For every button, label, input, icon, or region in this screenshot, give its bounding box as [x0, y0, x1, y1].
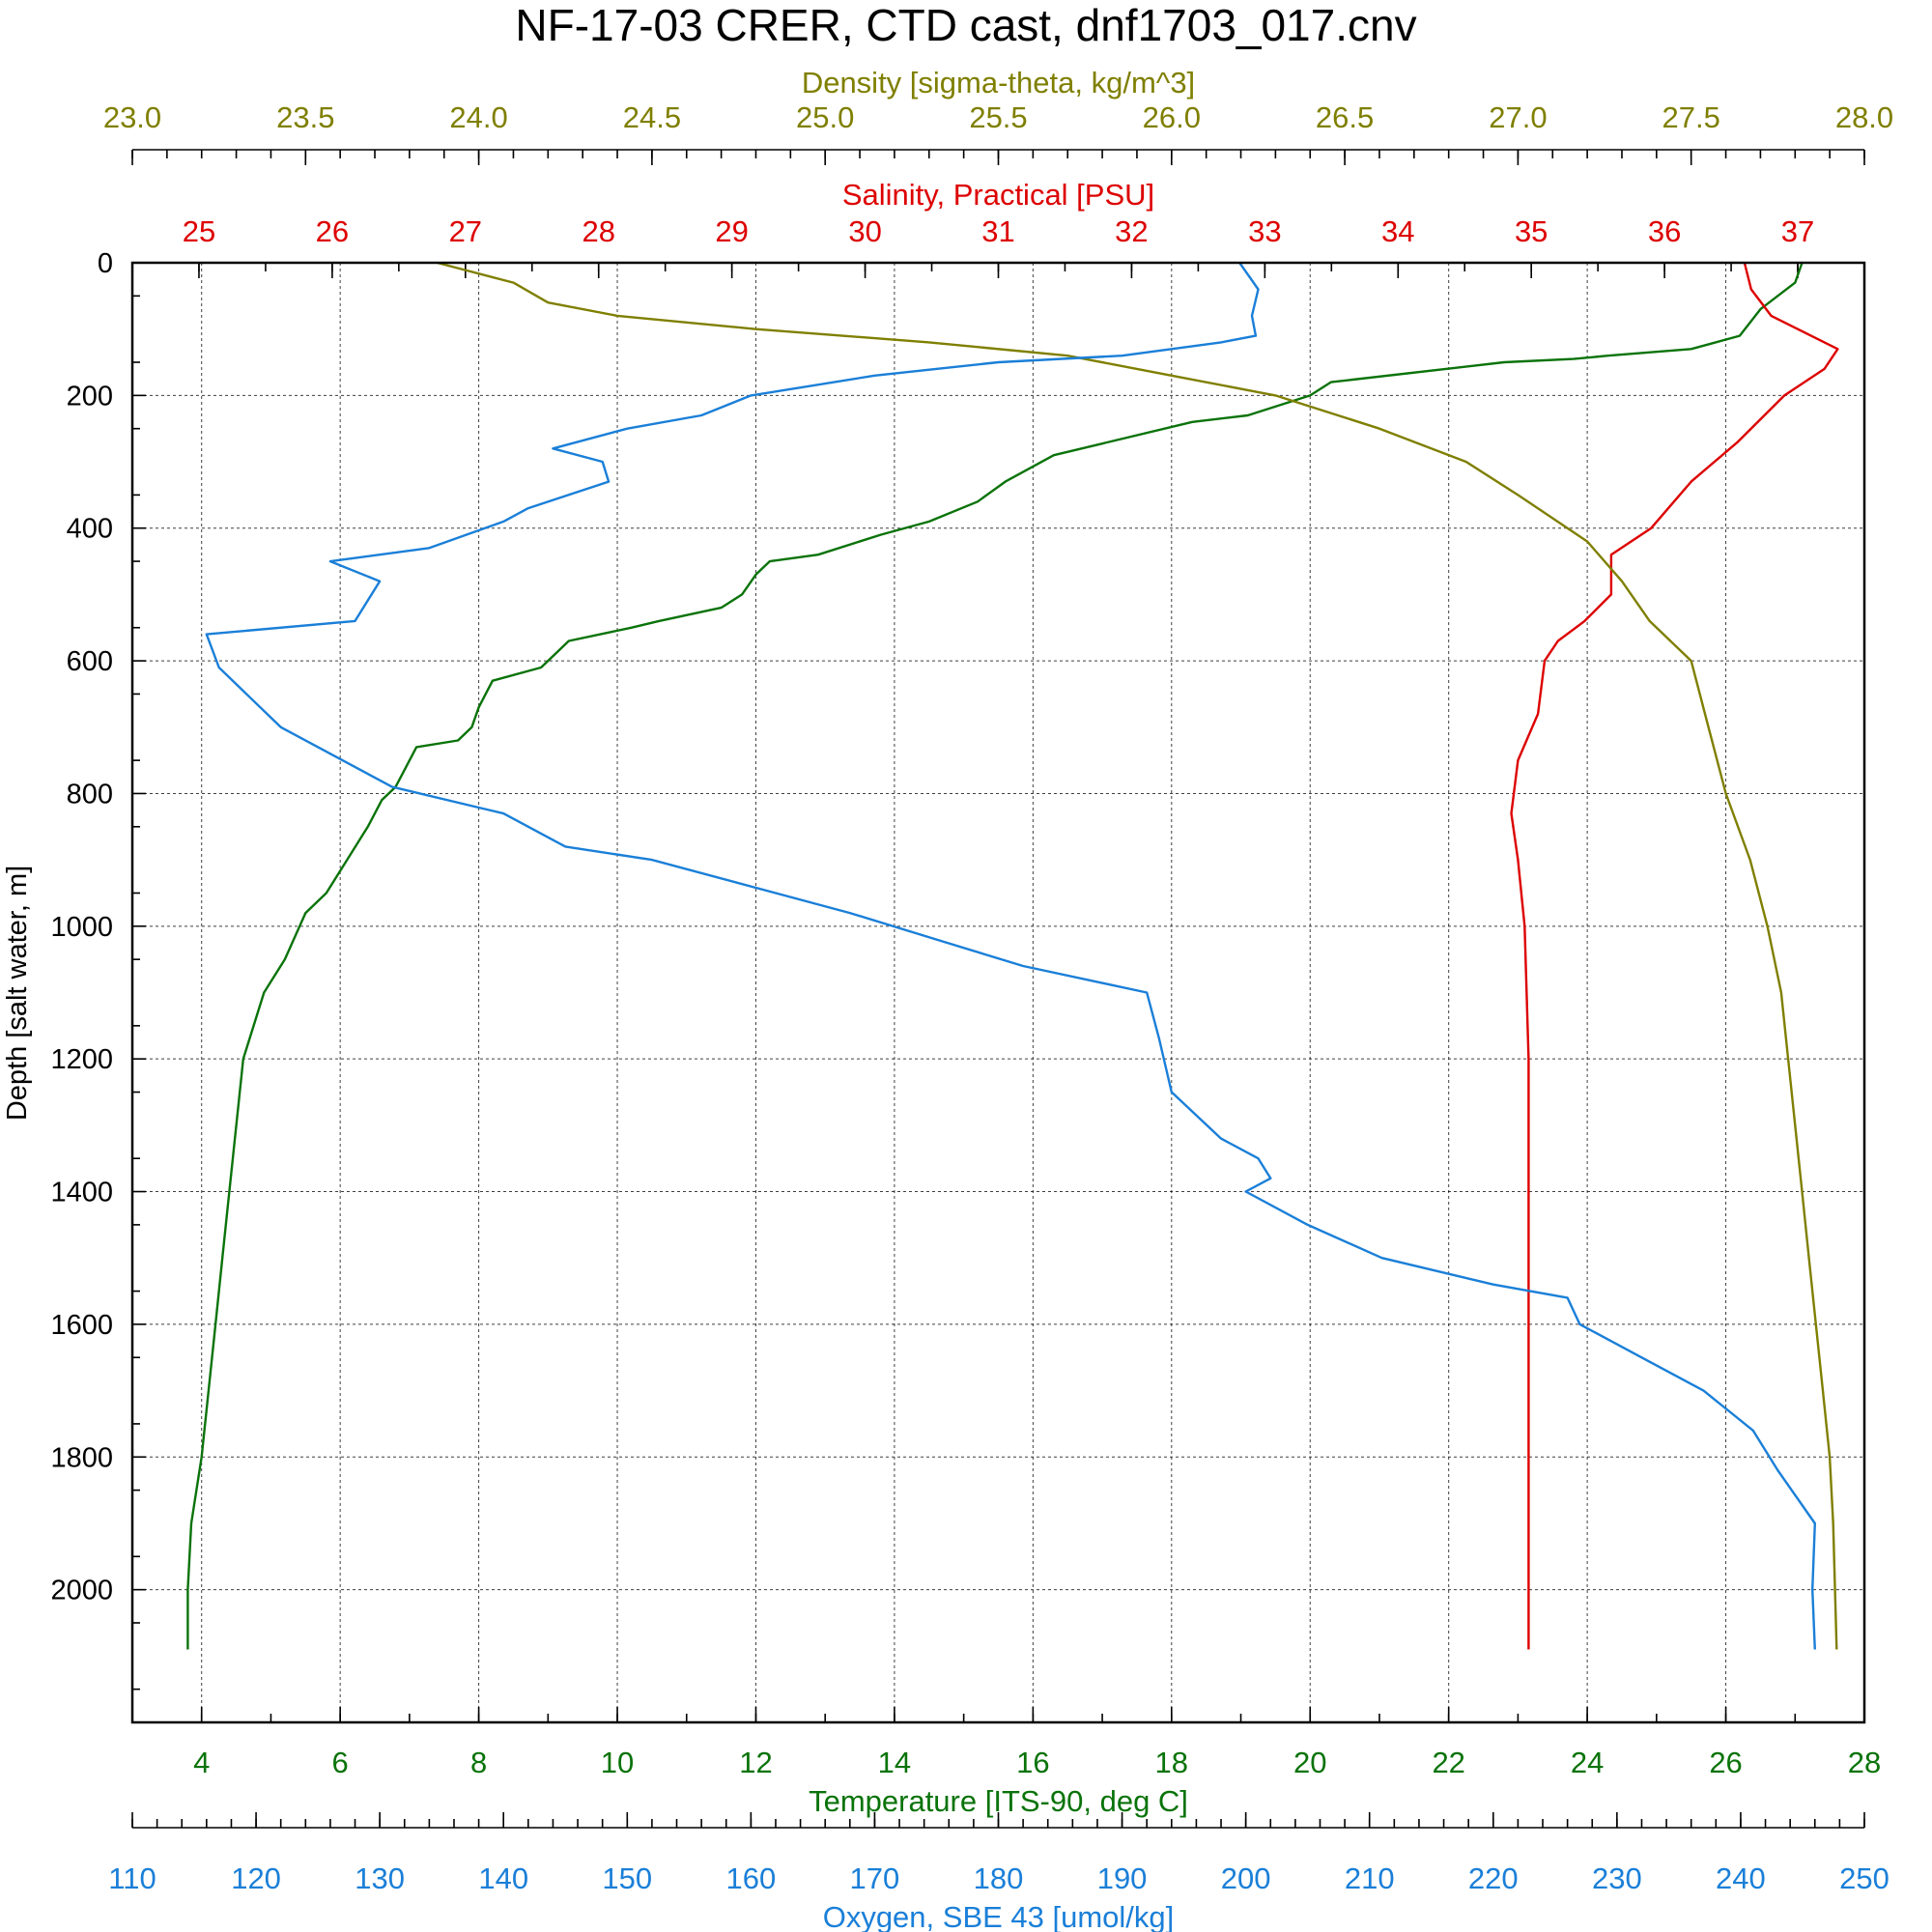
oxygen-tick-label: 250: [1839, 1861, 1889, 1895]
y-tick-label: 800: [67, 779, 113, 810]
salinity-tick-label: 27: [449, 214, 482, 248]
salinity-tick-label: 25: [183, 214, 215, 248]
axes-layer: 0 200 400 600 800 1000 1200 1400 1600 1800 2000 Dep…: [2, 66, 1893, 1932]
density-tick-label: 28.0: [1835, 100, 1893, 134]
oxygen-profile-line: [205, 262, 1817, 1650]
salinity-tick-label: 29: [715, 214, 748, 248]
density-tick-label: 27.5: [1662, 100, 1720, 134]
oxygen-tick-label: 150: [602, 1861, 652, 1895]
temperature-tick-label: 14: [878, 1746, 911, 1779]
density-tick-label: 26.0: [1143, 100, 1201, 134]
series-layer: [186, 261, 1839, 1650]
y-tick-label: 1400: [50, 1178, 113, 1208]
salinity-tick-label: 36: [1648, 214, 1681, 248]
salinity-tick-label: 32: [1115, 214, 1148, 248]
plot-frame: [130, 261, 1866, 1724]
density-tick-label: 23.0: [103, 100, 161, 134]
temperature-tick-label: 12: [739, 1746, 772, 1779]
y-tick-label: 1000: [50, 912, 113, 943]
density-tick-label: 25.5: [969, 100, 1027, 134]
oxygen-tick-label: 220: [1468, 1861, 1519, 1895]
oxygen-tick-label: 210: [1345, 1861, 1395, 1895]
density-axis-title: Density [sigma-theta, kg/m^3]: [802, 66, 1195, 99]
oxygen-tick-label: 230: [1592, 1861, 1642, 1895]
temperature-tick-label: 22: [1432, 1746, 1464, 1779]
oxygen-axis-title: Oxygen, SBE 43 [umol/kg]: [823, 1900, 1175, 1932]
oxygen-tick-label: 120: [231, 1861, 281, 1895]
temperature-tick-label: 10: [601, 1746, 634, 1779]
temperature-tick-label: 4: [193, 1746, 210, 1779]
oxygen-tick-label: 140: [478, 1861, 528, 1895]
oxygen-tick-label: 240: [1716, 1861, 1766, 1895]
temperature-tick-label: 24: [1571, 1746, 1604, 1779]
density-profile-line: [437, 261, 1838, 1650]
salinity-tick-label: 33: [1248, 214, 1281, 248]
temperature-tick-label: 8: [470, 1746, 487, 1779]
temperature-tick-label: 28: [1848, 1746, 1881, 1779]
salinity-tick-label: 28: [582, 214, 614, 248]
oxygen-tick-label: 110: [108, 1861, 156, 1895]
density-tick-label: 23.5: [276, 100, 334, 134]
temperature-tick-label: 18: [1155, 1746, 1188, 1779]
salinity-tick-label: 37: [1781, 214, 1814, 248]
salinity-axis-title: Salinity, Practical [PSU]: [842, 178, 1154, 212]
chart-title: NF-17-03 CRER, CTD cast, dnf1703_017.cnv: [515, 0, 1416, 50]
y-axis-label: Depth [salt water, m]: [2, 866, 33, 1121]
y-tick-label: 2000: [50, 1576, 113, 1606]
grid-layer: [132, 263, 1864, 1722]
temperature-tick-label: 20: [1293, 1746, 1326, 1779]
salinity-tick-label: 31: [981, 214, 1014, 248]
y-tick-label: 1600: [50, 1310, 113, 1341]
density-tick-label: 26.5: [1316, 100, 1374, 134]
temperature-tick-label: 26: [1709, 1746, 1742, 1779]
salinity-tick-label: 34: [1381, 214, 1414, 248]
y-tick-label: 1200: [50, 1044, 113, 1075]
oxygen-tick-label: 170: [850, 1861, 900, 1895]
temperature-tick-label: 6: [332, 1746, 349, 1779]
density-tick-label: 24.0: [449, 100, 507, 134]
density-tick-label: 27.0: [1489, 100, 1547, 134]
salinity-tick-label: 30: [848, 214, 881, 248]
salinity-tick-label: 35: [1515, 214, 1548, 248]
oxygen-tick-label: 200: [1221, 1861, 1271, 1895]
y-tick-label: 1800: [50, 1442, 113, 1473]
temperature-tick-label: 16: [1016, 1746, 1049, 1779]
oxygen-tick-label: 180: [974, 1861, 1024, 1895]
salinity-tick-label: 26: [316, 214, 349, 248]
salinity-profile-line: [1510, 262, 1839, 1650]
temperature-profile-line: [186, 262, 1804, 1650]
density-tick-label: 25.0: [796, 100, 854, 134]
y-tick-label: 200: [67, 381, 113, 412]
y-tick-label: 400: [67, 514, 113, 545]
density-tick-label: 24.5: [623, 100, 681, 134]
oxygen-tick-label: 160: [725, 1861, 776, 1895]
oxygen-tick-label: 130: [355, 1861, 405, 1895]
oxygen-tick-label: 190: [1097, 1861, 1148, 1895]
y-tick-label: 0: [98, 248, 113, 279]
y-tick-label: 600: [67, 646, 113, 677]
